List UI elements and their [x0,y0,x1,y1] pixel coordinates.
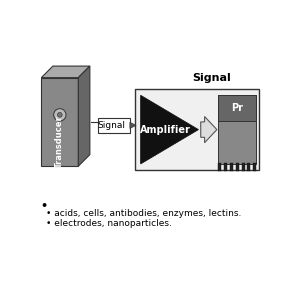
Circle shape [54,109,66,121]
FancyBboxPatch shape [236,163,239,171]
FancyBboxPatch shape [134,89,259,170]
Text: • acids, cells, antibodies, enzymes, lectins.: • acids, cells, antibodies, enzymes, lec… [46,208,241,218]
FancyBboxPatch shape [242,163,245,171]
FancyBboxPatch shape [218,163,221,171]
FancyBboxPatch shape [248,163,250,171]
Text: Transducer: Transducer [55,115,64,168]
FancyBboxPatch shape [218,95,256,164]
FancyBboxPatch shape [253,163,256,171]
Text: Signal: Signal [193,73,231,83]
Polygon shape [201,116,217,143]
Polygon shape [141,95,198,164]
Text: Pr: Pr [231,103,243,113]
FancyBboxPatch shape [41,78,78,166]
Text: • electrodes, nanoparticles.: • electrodes, nanoparticles. [46,218,172,228]
FancyBboxPatch shape [224,163,227,171]
Text: Amplifier: Amplifier [139,125,190,135]
Polygon shape [130,122,136,128]
Text: Signal: Signal [97,121,125,130]
Polygon shape [41,66,90,78]
Polygon shape [78,66,90,166]
Circle shape [58,113,62,117]
FancyBboxPatch shape [98,118,130,133]
FancyBboxPatch shape [218,95,256,121]
Text: •: • [41,201,48,211]
FancyBboxPatch shape [230,163,233,171]
